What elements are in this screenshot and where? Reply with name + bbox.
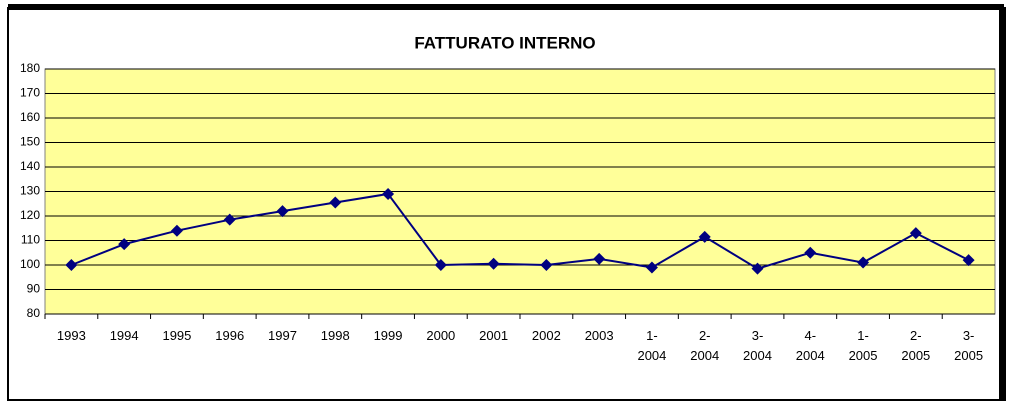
x-tick-label: 1994	[109, 328, 139, 343]
marker	[909, 227, 922, 240]
y-tick-label: 90	[27, 282, 41, 296]
marker	[645, 261, 658, 274]
marker	[223, 213, 236, 226]
chart-title: FATTURATO INTERNO	[414, 33, 595, 52]
y-tick-label: 150	[20, 135, 40, 149]
x-tick-label: 3- 2004	[743, 328, 772, 363]
marker	[65, 259, 78, 271]
y-tick-label: 80	[27, 306, 41, 320]
marker	[382, 187, 395, 200]
marker	[857, 256, 870, 269]
x-tick-label: 1995	[162, 328, 192, 343]
x-tick-label: 1- 2004	[637, 328, 667, 363]
y-tick-label: 130	[20, 184, 40, 198]
x-tick-label: 1993	[56, 328, 86, 343]
marker	[434, 259, 447, 271]
y-tick-label: 140	[20, 159, 40, 173]
y-tick-label: 180	[20, 61, 40, 75]
x-tick-label: 1998	[320, 328, 350, 343]
marker	[170, 224, 183, 237]
marker	[804, 246, 817, 259]
marker	[487, 257, 500, 270]
y-tick-label: 160	[20, 110, 40, 124]
x-tick-label: 2002	[531, 328, 561, 343]
x-tick-label: 3- 2005	[954, 328, 984, 363]
marker	[276, 205, 289, 218]
marker	[751, 262, 764, 275]
x-tick-label: 4- 2004	[795, 328, 825, 363]
marker	[540, 259, 553, 271]
x-tick-label: 2- 2004	[690, 328, 720, 363]
x-tick-label: 1- 2005	[848, 328, 878, 363]
marker	[118, 238, 131, 251]
x-tick-label: 2003	[584, 328, 614, 343]
x-tick-label: 2001	[479, 328, 509, 343]
marker	[593, 252, 606, 265]
x-tick-label: 1996	[215, 328, 245, 343]
line	[71, 192, 970, 270]
marker	[329, 196, 342, 209]
marker	[698, 230, 711, 243]
y-tick-label: 170	[20, 86, 40, 100]
y-tick-label: 120	[20, 208, 40, 222]
x-tick-label: 2000	[426, 328, 456, 343]
x-tick-label: 1999	[373, 328, 403, 343]
x-tick-label: 2- 2005	[901, 328, 931, 363]
x-tick-label: 1997	[268, 328, 297, 343]
marker	[962, 254, 975, 267]
y-tick-label: 100	[20, 257, 40, 271]
y-tick-label: 110	[21, 233, 40, 247]
